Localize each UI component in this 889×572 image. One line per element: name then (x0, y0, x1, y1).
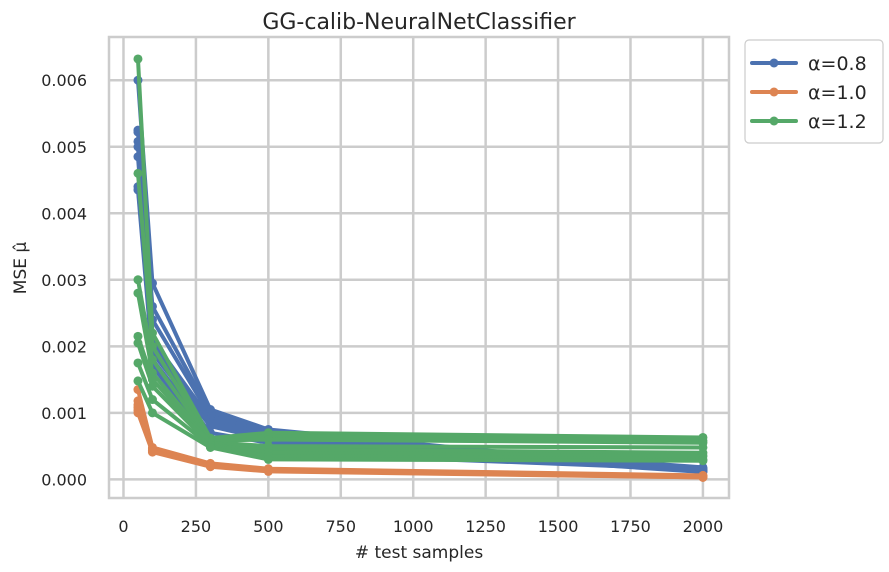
legend-entry: α=1.2 (750, 111, 867, 133)
data-point (133, 331, 143, 341)
plot-frame (107, 35, 731, 500)
data-point (133, 338, 143, 348)
data-point (263, 454, 273, 464)
series-3 (133, 54, 708, 466)
x-tick-label: 1000 (393, 517, 434, 536)
legend-label: α=1.0 (808, 82, 867, 104)
x-tick-label: 2000 (683, 517, 724, 536)
series-line (135, 130, 705, 471)
y-tick-labels: 0.000 0.001 0.002 0.003 0.004 0.005 0.006 (41, 71, 87, 489)
y-tick-label: 0.000 (41, 470, 87, 489)
data-point (147, 408, 157, 418)
legend-marker (769, 116, 779, 126)
legend-items: α=0.8 α=1.0 α=1.2 (750, 53, 867, 133)
x-tick-labels: 0 250 500 750 1000 1250 1500 1750 2000 (118, 517, 723, 536)
x-tick-label: 500 (253, 517, 284, 536)
x-axis-label: # test samples (355, 543, 484, 563)
legend: α=0.8 α=1.0 α=1.2 (744, 39, 884, 144)
x-tick-label: 1250 (465, 517, 506, 536)
x-tick-label: 750 (326, 517, 357, 536)
x-tick-label: 250 (181, 517, 212, 536)
y-tick-label: 0.005 (41, 138, 87, 157)
x-tick-label: 1750 (610, 517, 651, 536)
legend-marker (769, 58, 779, 68)
data-point (698, 472, 708, 482)
y-tick-label: 0.004 (41, 204, 87, 223)
data-point (263, 466, 273, 476)
data-point (133, 358, 143, 368)
y-tick-label: 0.001 (41, 404, 87, 423)
data-point (205, 442, 215, 452)
data-point (133, 376, 143, 386)
y-tick-label: 0.002 (41, 337, 87, 356)
data-point (133, 142, 143, 152)
y-tick-label: 0.003 (41, 271, 87, 290)
data-point (133, 168, 143, 178)
data-point (147, 395, 157, 405)
data-point (133, 275, 143, 285)
legend-marker (769, 87, 779, 97)
x-tick-label: 0 (118, 517, 128, 536)
data-point (205, 462, 215, 472)
series-line (135, 56, 705, 441)
legend-entry: α=1.0 (750, 82, 867, 104)
chart-title: GG-calib-NeuralNetClassifier (262, 10, 576, 35)
legend-label: α=0.8 (808, 53, 867, 75)
data-point (133, 408, 143, 418)
series-lines (133, 54, 708, 482)
series-line (135, 184, 705, 473)
y-axis-label: MSE μ̂ (11, 242, 31, 295)
data-point (133, 54, 143, 64)
y-tick-label: 0.006 (41, 71, 87, 90)
data-point (147, 447, 157, 457)
series-1 (133, 75, 708, 477)
legend-label: α=1.2 (808, 111, 867, 133)
data-point (263, 434, 273, 444)
legend-entry: α=0.8 (750, 53, 867, 75)
series-2 (133, 385, 708, 482)
data-point (698, 456, 708, 466)
x-tick-label: 1500 (538, 517, 579, 536)
legend-box (744, 39, 884, 144)
data-point (133, 288, 143, 298)
